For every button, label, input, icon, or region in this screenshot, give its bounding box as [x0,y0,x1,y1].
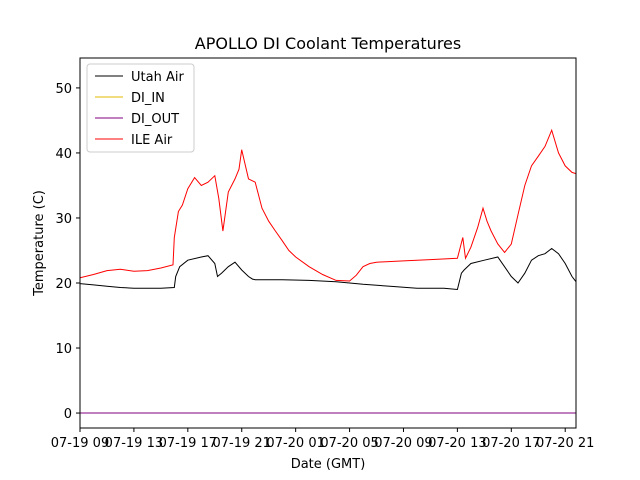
legend-label-ile-air: ILE Air [131,133,173,148]
series-line-utah-air [80,247,576,291]
y-tick-label: 40 [55,147,72,162]
legend-frame [86,63,195,153]
legend-label-di-in: DI_IN [131,91,165,106]
x-tick-label: 07-20 09 [374,436,432,451]
x-tick-label: 07-19 09 [51,436,109,451]
legend-label-utah-air: Utah Air [131,70,184,85]
legend-label-di-out: DI_OUT [131,112,179,127]
x-tick-label: 07-20 01 [266,436,324,451]
x-tick-label: 07-20 21 [536,436,594,451]
plot-frame [79,57,577,429]
chart-title: APOLLO DI Coolant Temperatures [195,34,461,53]
x-tick-label: 07-20 17 [482,436,540,451]
series-line-ile-air [80,128,576,282]
x-axis-label: Date (GMT) [291,457,366,472]
x-tick-label: 07-19 21 [213,436,271,451]
y-tick-label: 10 [55,342,72,357]
x-tick-label: 07-20 05 [320,436,378,451]
y-tick-label: 0 [64,407,72,422]
x-tick-label: 07-19 17 [159,436,217,451]
x-tick-label: 07-19 13 [105,436,163,451]
legend: Utah Air DI_IN DI_OUT ILE Air [86,63,195,153]
y-tick-label: 30 [55,212,72,227]
y-tick-label: 20 [55,277,72,292]
y-tick-label: 50 [55,82,72,97]
y-axis-label: Temperature (C) [32,190,47,297]
x-tick-label: 07-20 13 [428,436,486,451]
